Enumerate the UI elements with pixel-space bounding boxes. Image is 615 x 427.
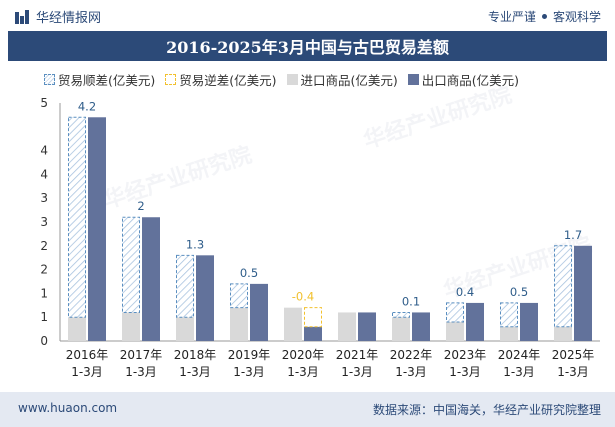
bar-surplus — [554, 245, 572, 328]
x-tick-label: 1-3月 — [503, 365, 535, 379]
bar-surplus — [392, 311, 410, 318]
footer-source: 数据来源：中国海关，华经产业研究院整理 — [372, 403, 601, 417]
bar-export — [250, 283, 268, 341]
tagline-left: 专业严谨 — [487, 10, 536, 24]
x-tick-label: 2016年 — [66, 348, 109, 362]
y-tick-label: 0 — [40, 334, 48, 348]
y-tick-label: 2 — [40, 263, 48, 277]
bar-export — [412, 312, 430, 341]
tagline: 专业严谨 客观科学 — [488, 8, 601, 25]
x-tick-label: 2019年 — [228, 348, 271, 362]
chart-legend: 贸易顺差(亿美元) 贸易逆差(亿美元) 进口商品(亿美元) 出口商品(亿美元) — [44, 70, 529, 89]
footer-website-link[interactable]: www.huaon.com — [18, 401, 118, 415]
legend-label-surplus: 贸易顺差(亿美元) — [58, 73, 156, 88]
data-label: 0.4 — [456, 285, 474, 299]
bar-surplus — [500, 302, 518, 328]
chart-title: 2016-2025年3月中国与古巴贸易差额 — [8, 31, 607, 61]
legend-item-import: 进口商品(亿美元) — [286, 70, 398, 89]
legend-label-deficit: 贸易逆差(亿美元) — [179, 73, 277, 88]
y-tick-label: 1 — [40, 310, 48, 324]
bar-surplus — [176, 254, 194, 318]
bar-deficit — [304, 307, 322, 328]
legend-label-export: 出口商品(亿美元) — [421, 73, 520, 88]
bar-import — [500, 326, 518, 341]
bar-surplus — [122, 216, 140, 313]
x-tick-label: 1-3月 — [179, 365, 211, 379]
bullet-dot-icon — [541, 14, 547, 19]
x-tick-label: 2020年 — [282, 348, 325, 362]
data-label: 1.3 — [186, 237, 204, 251]
x-tick-label: 1-3月 — [449, 365, 481, 379]
bar-export — [142, 217, 160, 341]
bar-import — [176, 317, 194, 341]
bar-export — [304, 326, 322, 341]
brand-name: 华经情报网 — [36, 11, 102, 26]
legend-item-surplus: 贸易顺差(亿美元) — [44, 70, 155, 89]
y-tick-label: 4 — [40, 144, 48, 158]
bar-export — [358, 312, 376, 341]
chart-plot: 0 1 1 2 2 3 3 4 4 5 4.2 2016年 1-3月 2 2017年 1-3月 1.3 2018年… — [40, 96, 600, 379]
y-tick-label: 3 — [40, 191, 48, 205]
x-tick-label: 1-3月 — [233, 365, 265, 379]
bar-export — [574, 245, 592, 341]
legend-swatch-export — [407, 74, 419, 85]
y-tick-label: 3 — [40, 215, 48, 229]
top-bar: 华经情报网 专业严谨 客观科学 — [0, 0, 615, 30]
x-tick-label: 2018年 — [174, 348, 217, 362]
bar-surplus — [446, 302, 464, 323]
y-tick-label: 4 — [40, 167, 48, 181]
bar-export — [196, 255, 214, 341]
legend-swatch-surplus — [44, 74, 55, 85]
legend-item-export: 出口商品(亿美元) — [407, 70, 520, 89]
legend-swatch-import — [286, 74, 298, 85]
data-label: 2 — [137, 199, 144, 213]
y-tick-label: 1 — [40, 286, 48, 300]
bar-surplus — [68, 116, 86, 318]
x-tick-label: 1-3月 — [125, 365, 157, 379]
bar-export — [520, 302, 538, 341]
data-label: 0.5 — [240, 266, 258, 280]
x-tick-label: 2022年 — [390, 348, 433, 362]
x-tick-label: 1-3月 — [287, 365, 319, 379]
bar-export — [88, 117, 106, 341]
bar-import — [554, 326, 572, 341]
brand-logo-icon — [14, 9, 30, 25]
bar-surplus — [230, 283, 248, 309]
data-label: 0.1 — [402, 294, 420, 308]
y-tick-label: 5 — [40, 96, 48, 110]
bar-import — [68, 317, 86, 341]
x-tick-label: 1-3月 — [341, 365, 373, 379]
x-tick-label: 2024年 — [498, 348, 541, 362]
footer-bar: www.huaon.com 数据来源：中国海关，华经产业研究院整理 — [0, 392, 615, 427]
x-tick-label: 2021年 — [336, 348, 379, 362]
legend-swatch-deficit — [165, 74, 177, 85]
bar-import — [392, 317, 410, 341]
bar-import — [122, 312, 140, 341]
legend-label-import: 进口商品(亿美元) — [300, 73, 398, 88]
tagline-right: 客观科学 — [552, 10, 601, 24]
x-tick-label: 2025年 — [552, 348, 595, 362]
bar-import — [230, 307, 248, 341]
data-label: 1.7 — [564, 228, 582, 242]
data-label: 4.2 — [78, 99, 96, 113]
brand[interactable]: 华经情报网 — [14, 7, 101, 26]
x-tick-label: 2017年 — [120, 348, 163, 362]
bar-import — [338, 312, 356, 341]
x-tick-label: 1-3月 — [557, 365, 589, 379]
y-tick-label: 2 — [40, 239, 48, 253]
x-tick-label: 2023年 — [444, 348, 487, 362]
data-label: 0.5 — [510, 285, 528, 299]
bar-export — [466, 302, 484, 341]
data-label: -0.4 — [292, 290, 314, 304]
x-tick-label: 1-3月 — [71, 365, 103, 379]
bar-import — [284, 307, 302, 341]
bar-import — [446, 321, 464, 341]
x-tick-label: 1-3月 — [395, 365, 427, 379]
legend-item-deficit: 贸易逆差(亿美元) — [165, 70, 277, 89]
